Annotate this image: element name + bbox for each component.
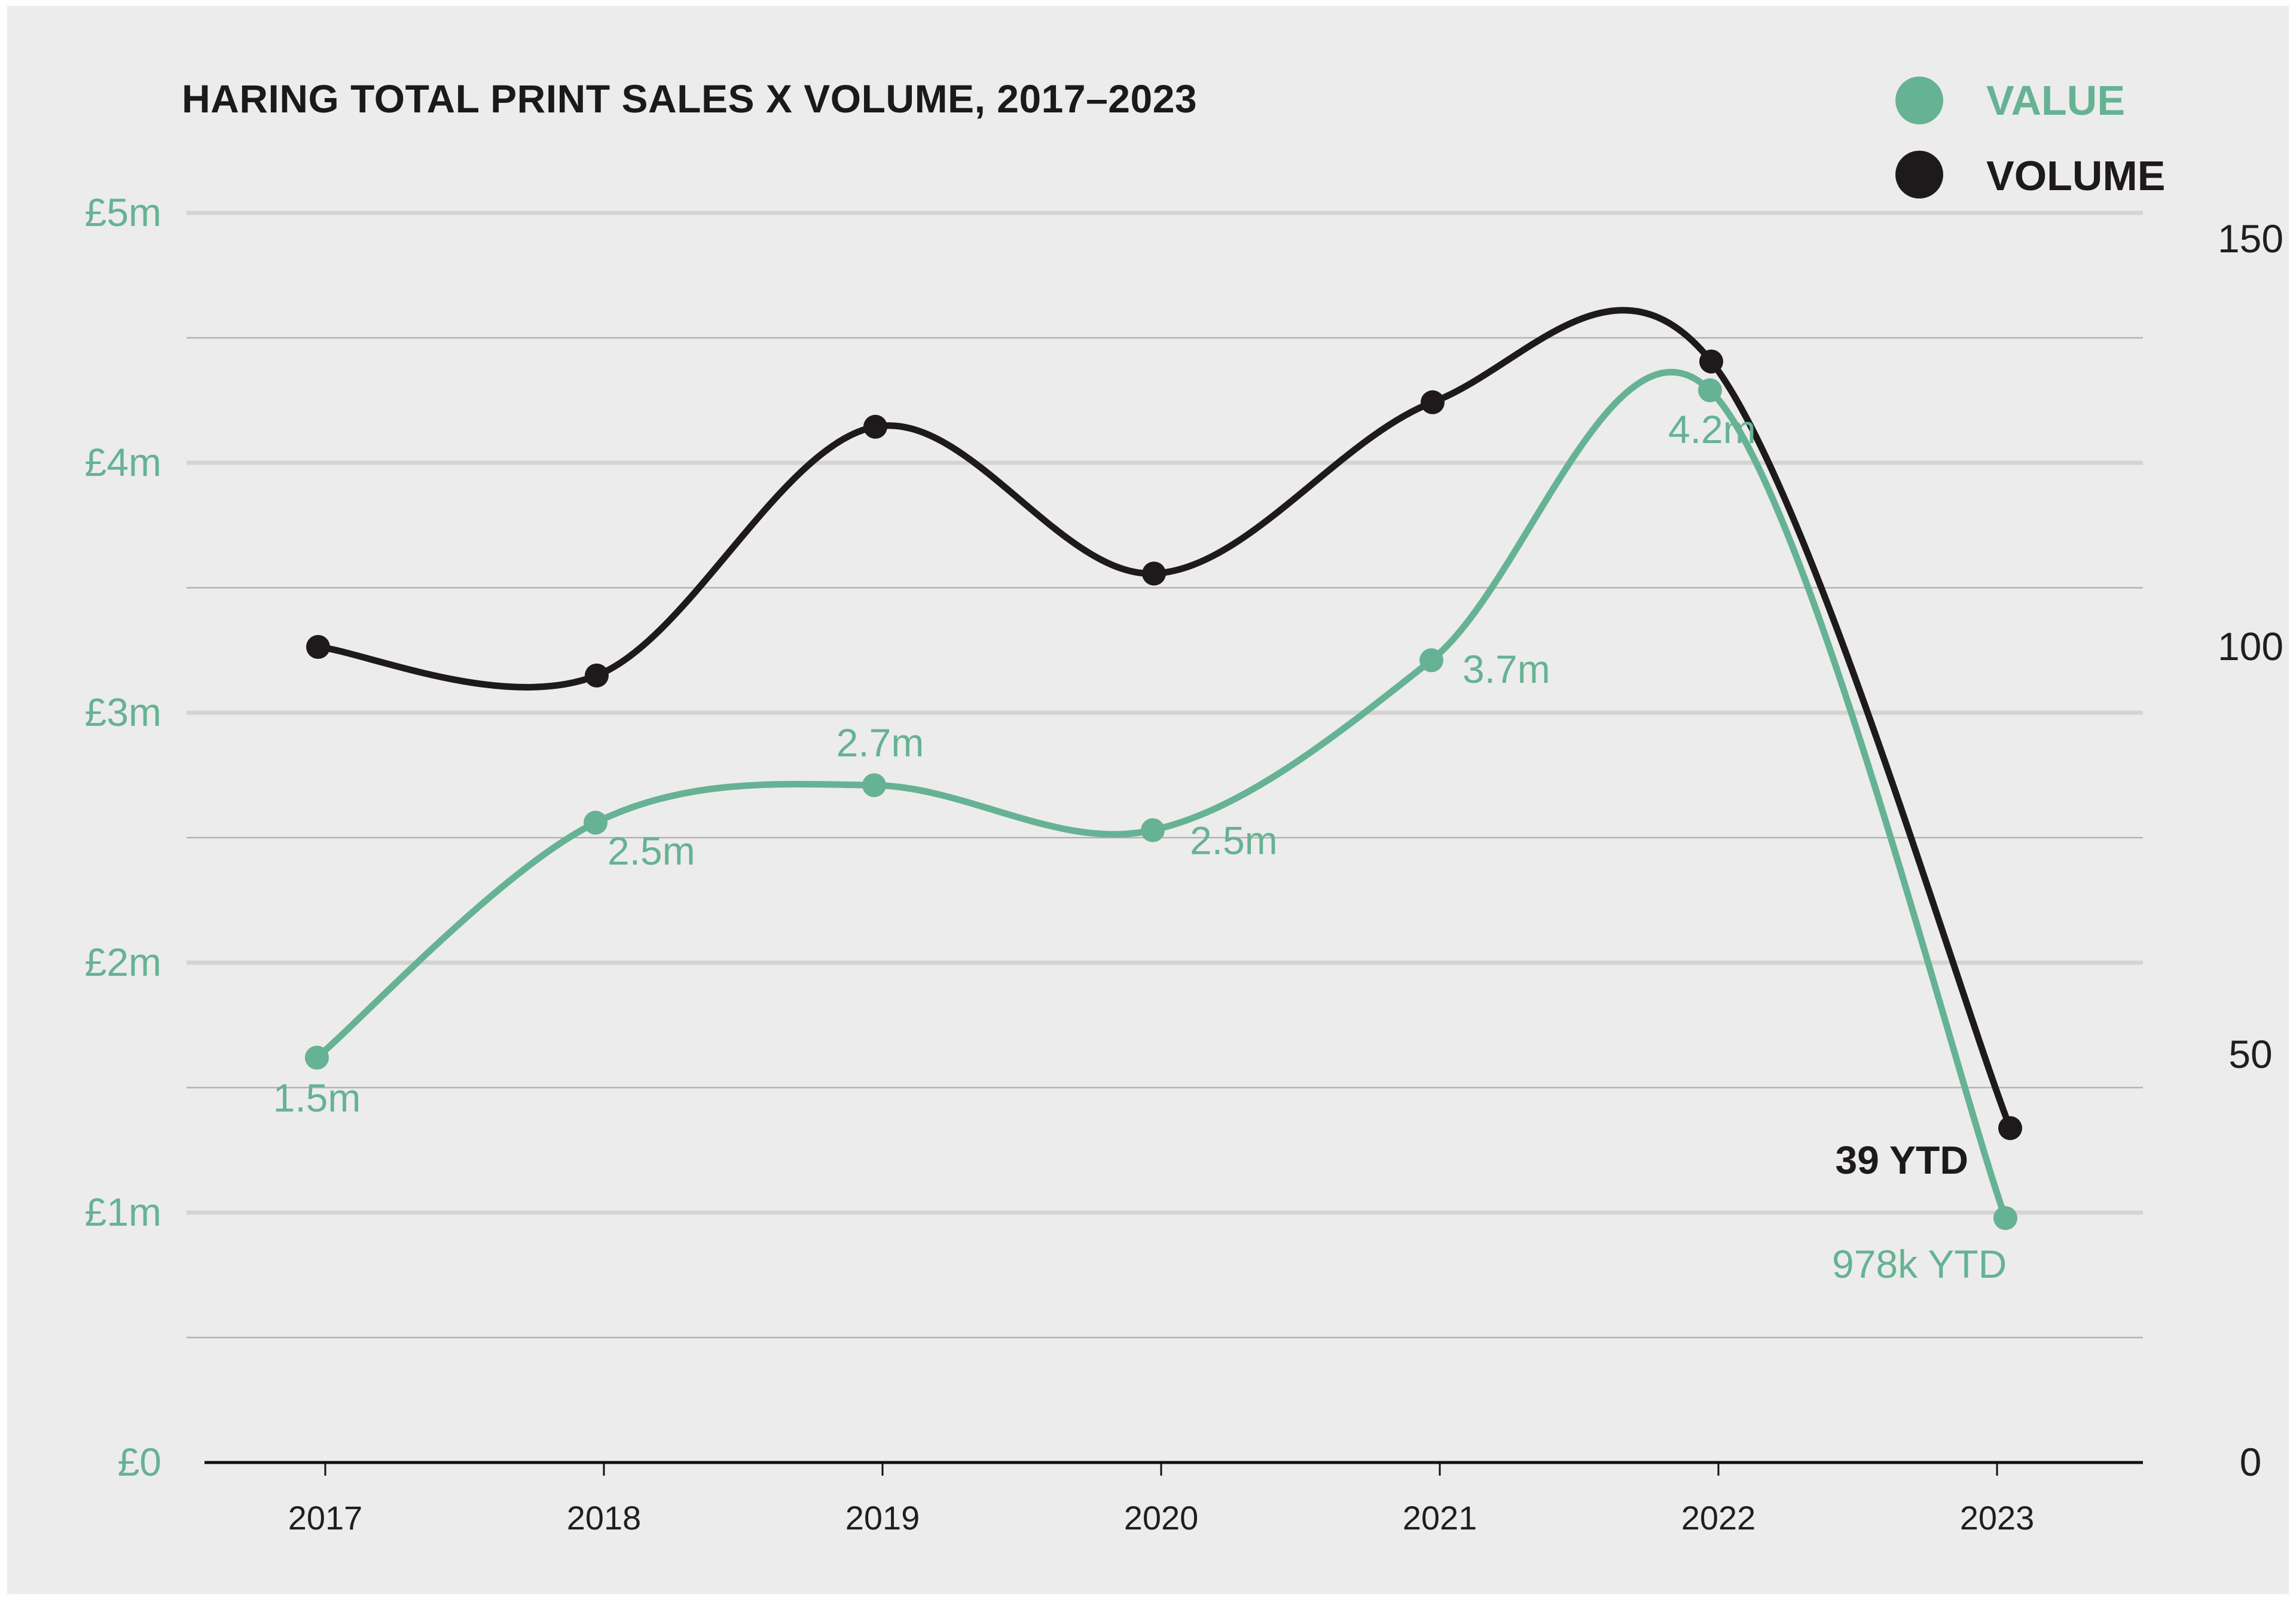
volume-point [306, 635, 330, 659]
y-right-tick-label: 0 [2240, 1440, 2262, 1484]
label-layer: 1.5m 2.5m 2.7m 2.5m 3.7m 4.2m 978k YTD 39 YTD [273, 407, 2007, 1286]
x-tick-label: 2021 [1403, 1499, 1477, 1537]
x-tick-label: 2020 [1124, 1499, 1199, 1537]
value-data-label: 4.2m [1668, 407, 1756, 451]
volume-point [585, 663, 609, 688]
value-point [584, 810, 607, 835]
y-left-tick-label: £4m [85, 440, 161, 484]
volume-point [1998, 1116, 2022, 1140]
series-layer [305, 307, 2022, 1231]
y-right-tick-label: 150 [2218, 216, 2283, 261]
legend: VALUE VOLUME [1895, 77, 2165, 199]
y-left-tick-label: £5m [85, 190, 161, 234]
y-right-tick-label: 100 [2218, 624, 2283, 668]
volume-point [1421, 390, 1445, 414]
y-left-tick-label: £3m [85, 690, 161, 734]
value-data-label: 1.5m [273, 1076, 361, 1120]
volume-point [1142, 561, 1166, 586]
y-left-tick-label: £1m [85, 1190, 161, 1234]
legend-label-value: VALUE [1986, 77, 2125, 124]
volume-line [315, 307, 2014, 1132]
value-point [1993, 1206, 2017, 1231]
y-left-tick-label: £2m [85, 940, 161, 984]
volume-point [863, 414, 887, 439]
chart-title: HARING TOTAL PRINT SALES X VOLUME, 2017–… [182, 77, 1197, 121]
grid-layer [187, 210, 2143, 1339]
y-right-tick-label: 50 [2228, 1032, 2272, 1076]
x-tick-label: 2019 [845, 1499, 920, 1537]
value-point [1141, 818, 1165, 842]
value-point [305, 1045, 329, 1070]
value-data-label: 3.7m [1463, 647, 1550, 691]
chart-svg: £0 £1m £2m £3m £4m £5m 0 50 100 150 2017 2018 2019 20… [85, 77, 2283, 1537]
value-point [1419, 648, 1443, 673]
x-tick-label: 2023 [1960, 1499, 2035, 1537]
value-line [313, 368, 2009, 1222]
value-data-label: 2.5m [1190, 818, 1278, 862]
value-data-label: 2.7m [836, 720, 924, 765]
value-data-label: 978k YTD [1832, 1242, 2007, 1286]
legend-label-volume: VOLUME [1986, 152, 2165, 199]
legend-marker-value [1895, 77, 1943, 124]
x-tick-label: 2017 [288, 1499, 363, 1537]
volume-point [1699, 349, 1723, 374]
value-point [862, 773, 886, 798]
legend-marker-volume [1895, 151, 1943, 199]
value-data-label: 2.5m [607, 829, 695, 873]
volume-data-label: 39 YTD [1835, 1138, 1968, 1182]
chart-card: £0 £1m £2m £3m £4m £5m 0 50 100 150 2017 2018 2019 20… [7, 6, 2289, 1594]
x-tick-label: 2018 [567, 1499, 642, 1537]
value-point [1698, 378, 1722, 402]
x-tick-label: 2022 [1681, 1499, 1756, 1537]
y-left-tick-label: £0 [118, 1440, 161, 1484]
axis-layer: £0 £1m £2m £3m £4m £5m 0 50 100 150 2017 2018 2019 20… [85, 190, 2283, 1537]
